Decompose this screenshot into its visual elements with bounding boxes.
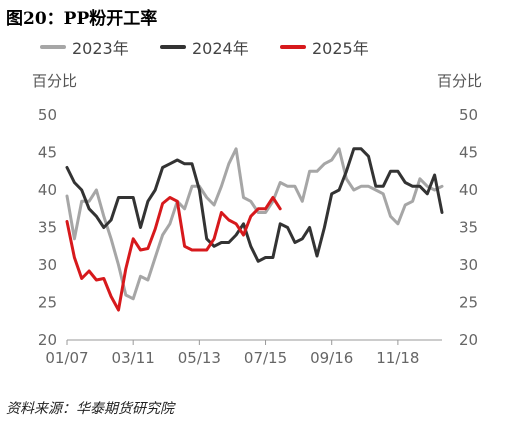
legend-label-2023: 2023年 — [72, 39, 129, 58]
legend: 2023年 2024年 2025年 — [40, 35, 519, 59]
legend-swatch-2024 — [160, 45, 186, 49]
y-tick-label-right: 40 — [459, 181, 478, 199]
y-tick-label-left: 35 — [38, 219, 57, 237]
x-tick-label: 11/18 — [376, 349, 419, 367]
x-tick-label: 07/15 — [244, 349, 287, 367]
y-tick-label-left: 25 — [38, 294, 57, 312]
series-line-2 — [65, 196, 282, 312]
y-tick-label-right: 45 — [459, 144, 478, 162]
x-tick-label: 09/16 — [310, 349, 353, 367]
y-tick-label-right: 35 — [459, 219, 478, 237]
y-tick-label-right: 25 — [459, 294, 478, 312]
x-tick-label: 05/13 — [178, 349, 221, 367]
legend-item-2025: 2025年 — [280, 35, 369, 59]
source-note: 资料来源：华泰期货研究院 — [6, 401, 174, 417]
x-tick-label: 03/11 — [112, 349, 155, 367]
y-tick-label-left: 45 — [38, 144, 57, 162]
y-tick-label-left: 40 — [38, 181, 57, 199]
y-tick-label-right: 30 — [459, 256, 478, 274]
right-axis-unit: 百分比 — [437, 72, 483, 90]
series-line-0 — [65, 147, 444, 301]
y-tick-label-left: 20 — [38, 331, 57, 349]
legend-item-2024: 2024年 — [160, 35, 249, 59]
y-tick-label-left: 50 — [38, 106, 57, 124]
chart-title: 图20：PP粉开工率 — [6, 9, 158, 29]
legend-label-2024: 2024年 — [192, 39, 249, 58]
legend-swatch-2025 — [280, 45, 306, 49]
y-tick-label-right: 50 — [459, 106, 478, 124]
left-axis-unit: 百分比 — [32, 72, 78, 90]
series-line-1 — [65, 147, 444, 263]
legend-label-2025: 2025年 — [312, 39, 369, 58]
y-tick-label-left: 30 — [38, 256, 57, 274]
y-tick-label-right: 20 — [459, 331, 478, 349]
legend-swatch-2023 — [40, 45, 66, 49]
x-tick-label: 01/07 — [45, 349, 88, 367]
legend-item-2023: 2023年 — [40, 35, 129, 59]
